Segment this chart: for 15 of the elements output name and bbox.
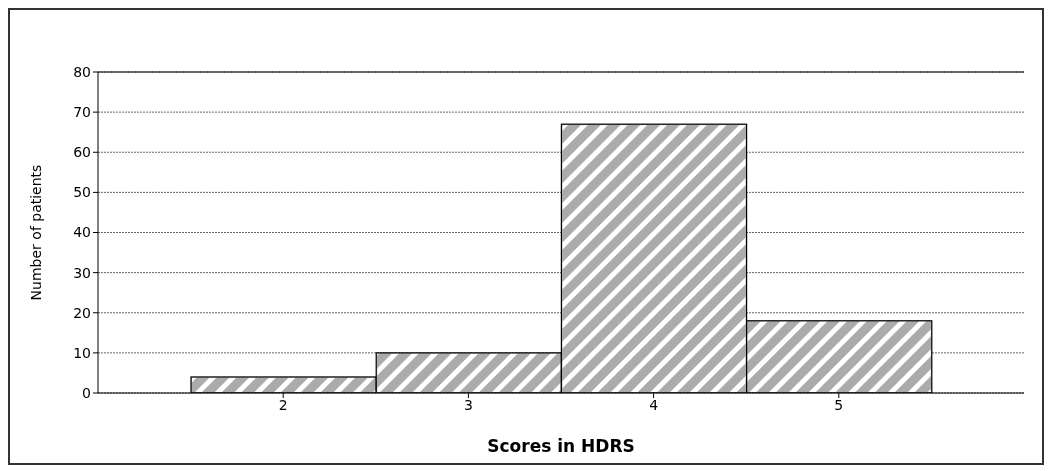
y-tick-label: 30: [73, 264, 91, 281]
y-tick-label: 40: [73, 224, 91, 241]
x-tick-label: 4: [649, 396, 659, 413]
y-tick-label: 0: [82, 384, 91, 401]
y-axis-title: Number of patients: [27, 164, 44, 301]
y-tick-label: 10: [73, 344, 91, 361]
y-tick-label: 50: [73, 184, 91, 201]
x-tick-label: 2: [278, 396, 288, 413]
y-tick-label: 80: [73, 63, 91, 80]
x-axis-title: Scores in HDRS: [487, 436, 635, 456]
y-tick-label: 60: [73, 144, 91, 161]
y-tick-label: 70: [73, 104, 91, 121]
x-tick-label: 3: [463, 396, 473, 413]
x-tick-label: 5: [834, 396, 844, 413]
y-tick-label: 20: [73, 304, 91, 321]
